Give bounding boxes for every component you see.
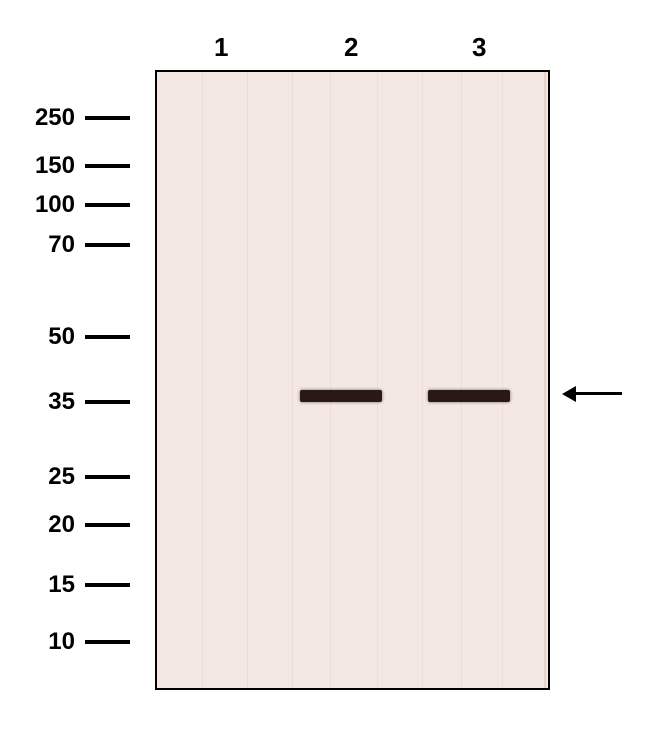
lane-divider xyxy=(247,72,248,688)
marker-tick xyxy=(85,583,130,587)
figure-container: 1 2 3 250 150 100 70 50 35 25 20 15 10 xyxy=(0,0,650,732)
lane-divider xyxy=(330,72,331,688)
arrow-head-icon xyxy=(562,386,576,402)
lane-divider xyxy=(544,72,546,688)
band-lane-2 xyxy=(300,390,382,402)
marker-label: 10 xyxy=(48,628,75,656)
target-arrow xyxy=(560,386,625,402)
marker-tick xyxy=(85,164,130,168)
marker-label: 100 xyxy=(35,191,75,219)
lane-divider xyxy=(461,72,462,688)
marker-tick xyxy=(85,116,130,120)
marker-tick xyxy=(85,523,130,527)
marker-label: 50 xyxy=(48,323,75,351)
marker-label: 20 xyxy=(48,511,75,539)
lane-divider xyxy=(292,72,293,688)
lane-label-1: 1 xyxy=(214,32,228,63)
marker-label: 25 xyxy=(48,463,75,491)
marker-label: 70 xyxy=(48,231,75,259)
marker-tick xyxy=(85,640,130,644)
marker-label: 150 xyxy=(35,152,75,180)
lane-divider xyxy=(502,72,503,688)
lane-divider xyxy=(422,72,423,688)
marker-label: 15 xyxy=(48,571,75,599)
marker-tick xyxy=(85,400,130,404)
blot-membrane xyxy=(155,70,550,690)
lane-divider xyxy=(202,72,203,688)
marker-tick xyxy=(85,243,130,247)
lane-divider xyxy=(377,72,378,688)
marker-tick xyxy=(85,203,130,207)
marker-tick xyxy=(85,475,130,479)
marker-label: 35 xyxy=(48,388,75,416)
marker-label: 250 xyxy=(35,104,75,132)
arrow-shaft xyxy=(572,392,622,395)
marker-tick xyxy=(85,335,130,339)
band-lane-3 xyxy=(428,390,510,402)
lane-label-2: 2 xyxy=(344,32,358,63)
lane-label-3: 3 xyxy=(472,32,486,63)
